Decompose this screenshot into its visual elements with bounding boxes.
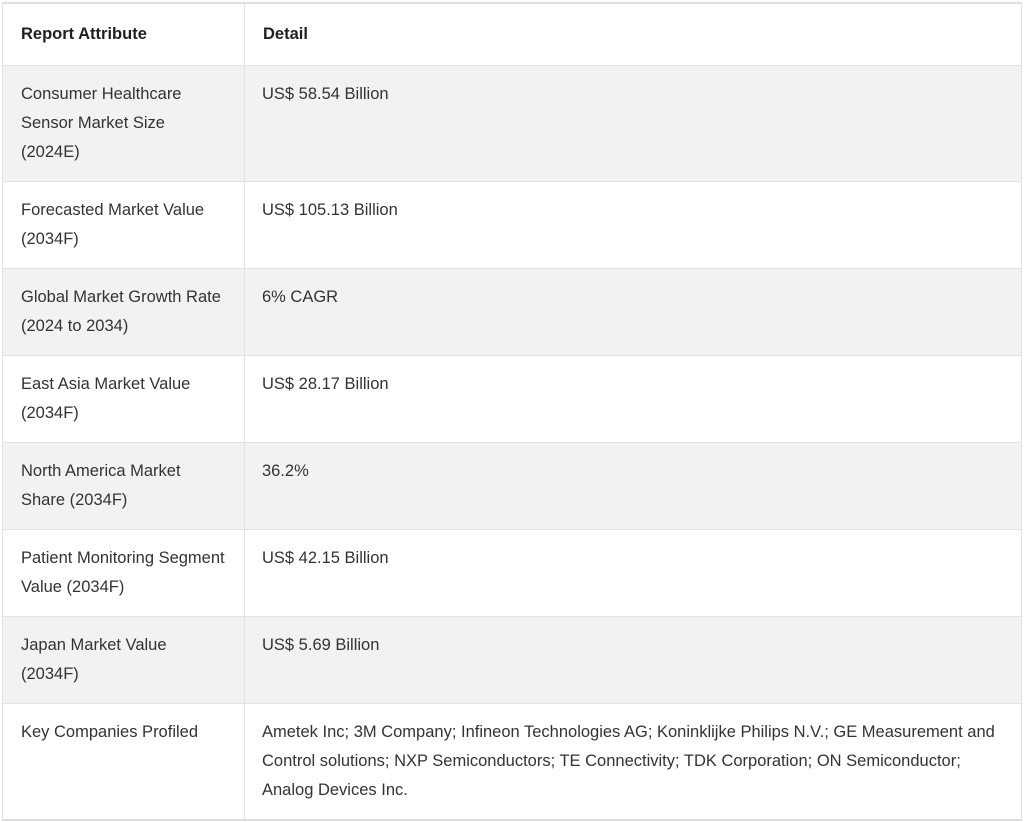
table-body: Consumer Healthcare Sensor Market Size (…: [2, 65, 1022, 821]
attribute-cell: North America Market Share (2034F): [2, 442, 245, 530]
table-row: Forecasted Market Value (2034F) US$ 105.1…: [2, 181, 1022, 269]
column-header-report-attribute: Report Attribute: [2, 2, 245, 66]
attribute-cell: Forecasted Market Value (2034F): [2, 181, 245, 269]
detail-cell: US$ 28.17 Billion: [244, 355, 1022, 443]
column-header-detail: Detail: [244, 2, 1022, 66]
attribute-cell: Japan Market Value (2034F): [2, 616, 245, 704]
table-row: North America Market Share (2034F) 36.2%: [2, 442, 1022, 530]
detail-cell: 36.2%: [244, 442, 1022, 530]
detail-cell: US$ 42.15 Billion: [244, 529, 1022, 617]
attribute-cell: Consumer Healthcare Sensor Market Size (…: [2, 65, 245, 182]
table-row: Patient Monitoring Segment Value (2034F)…: [2, 529, 1022, 617]
attribute-cell: East Asia Market Value (2034F): [2, 355, 245, 443]
table-row: Key Companies Profiled Ametek Inc; 3M Com…: [2, 703, 1022, 821]
detail-cell: US$ 58.54 Billion: [244, 65, 1022, 182]
detail-cell: US$ 5.69 Billion: [244, 616, 1022, 704]
detail-cell: 6% CAGR: [244, 268, 1022, 356]
attribute-cell: Key Companies Profiled: [2, 703, 245, 821]
detail-cell: Ametek Inc; 3M Company; Infineon Technol…: [244, 703, 1022, 821]
table-row: Global Market Growth Rate (2024 to 2034)…: [2, 268, 1022, 356]
table-row: East Asia Market Value (2034F) US$ 28.17 …: [2, 355, 1022, 443]
table-row: Consumer Healthcare Sensor Market Size (…: [2, 65, 1022, 182]
attribute-cell: Global Market Growth Rate (2024 to 2034): [2, 268, 245, 356]
table-row: Japan Market Value (2034F) US$ 5.69 Billi…: [2, 616, 1022, 704]
attribute-cell: Patient Monitoring Segment Value (2034F): [2, 529, 245, 617]
detail-cell: US$ 105.13 Billion: [244, 181, 1022, 269]
table-header-row: Report Attribute Detail: [2, 2, 1022, 66]
